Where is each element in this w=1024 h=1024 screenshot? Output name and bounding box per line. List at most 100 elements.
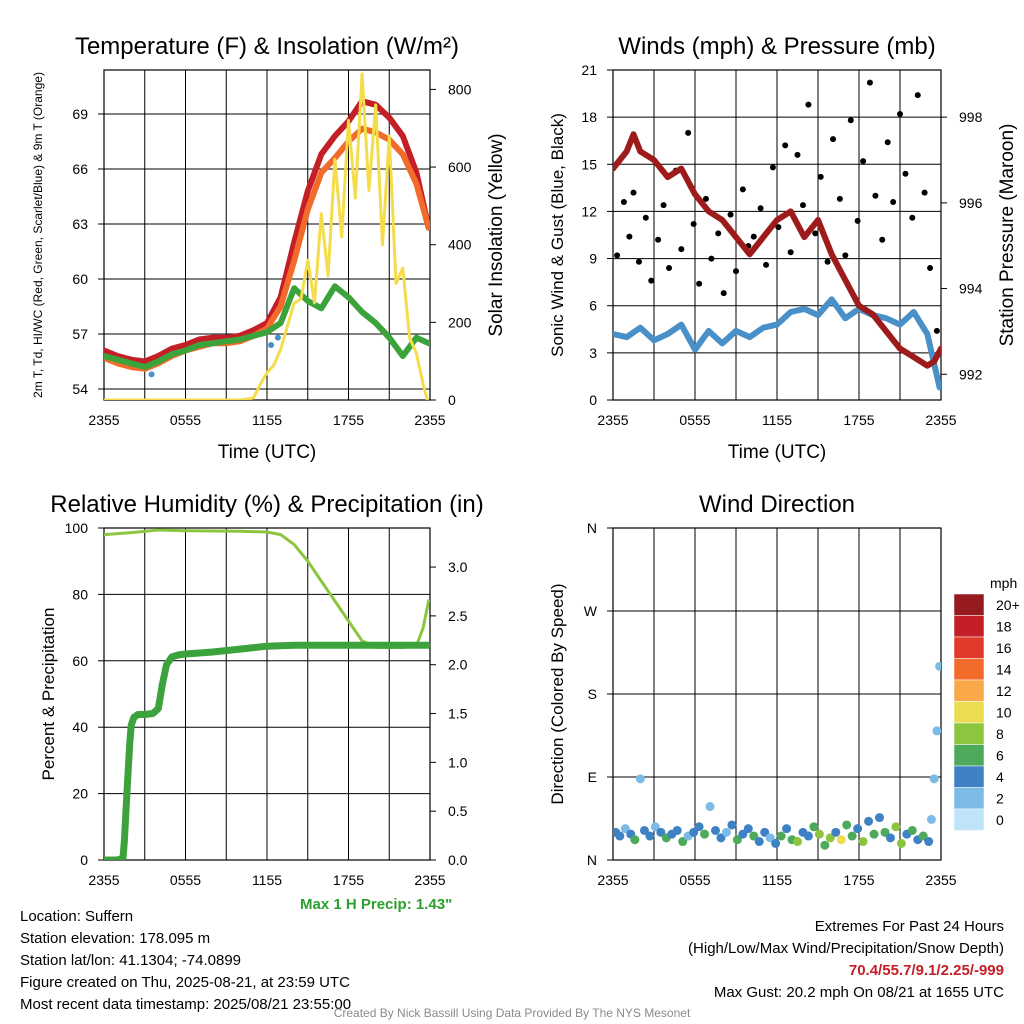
x-tick-label: 2355 (88, 412, 119, 428)
y2-tick-label: 0.5 (448, 803, 468, 819)
y-tick-label: 40 (72, 719, 88, 735)
gust-point (799, 202, 806, 209)
legend-label: 4 (996, 769, 1004, 785)
extremes-info: Extremes For Past 24 Hours (High/Low/Max… (688, 916, 1004, 1004)
hi-wc-point (274, 334, 281, 341)
y-tick-label: 0 (589, 392, 597, 408)
legend-swatch (953, 787, 985, 810)
direction-point (831, 827, 841, 837)
gust-point (921, 189, 928, 196)
station-latlon: Station lat/lon: 41.1304; -74.0899 (20, 952, 242, 969)
x-tick-label: 0555 (170, 412, 201, 428)
y2-axis-label: Station Pressure (Maroon) (997, 124, 1018, 347)
x-tick-label: 0555 (170, 872, 201, 888)
gust-point (890, 199, 897, 205)
gust-point (727, 211, 734, 218)
gust-point (696, 280, 703, 287)
gust-point (824, 258, 831, 265)
gust-point (678, 246, 685, 253)
direction-point (694, 822, 704, 832)
direction-point (650, 822, 660, 832)
legend-swatch (953, 808, 985, 831)
direction-point (749, 831, 759, 841)
winds-pressure-panel: 2355 0555 1155 1755 235503691215182199299499… (548, 33, 1018, 463)
direction-point (615, 831, 625, 841)
direction-point (645, 831, 655, 841)
gust-point (909, 214, 916, 221)
figure-created: Figure created on Thu, 2025-08-21, at 23… (20, 974, 350, 991)
chart-title: Temperature (F) & Insolation (W/m²) (75, 33, 459, 60)
direction-point (771, 838, 781, 848)
extremes-heading: Extremes For Past 24 Hours (814, 918, 1004, 935)
direction-point (689, 827, 699, 837)
legend-swatch (953, 636, 985, 659)
legend-label: 10 (996, 704, 1012, 720)
extremes-subheading: (High/Low/Max Wind/Precipitation/Snow De… (688, 940, 1004, 957)
y-axis-label: Sonic Wind & Gust (Blue, Black) (548, 113, 567, 357)
gust-point (782, 142, 789, 149)
gust-point (897, 111, 903, 117)
gust-point (763, 261, 770, 268)
legend-swatch (953, 679, 985, 702)
direction-point (721, 827, 731, 837)
chart-title: Wind Direction (699, 491, 855, 518)
y-tick-label: 9 (589, 251, 597, 267)
legend-label: 18 (996, 618, 1012, 634)
gust-point (666, 265, 673, 271)
x-tick-label: 2355 (597, 872, 628, 888)
y-tick-label: 6 (589, 298, 597, 314)
y-axis-label: Percent & Precipitation (39, 608, 58, 781)
y-tick-label: 57 (72, 326, 88, 342)
direction-point (639, 825, 649, 835)
station-location: Location: Suffern (20, 908, 134, 925)
x-tick-label: 2355 (925, 872, 956, 888)
direction-point (825, 833, 835, 843)
y2-tick-label: 0.0 (448, 852, 468, 868)
y-tick-label: 63 (72, 216, 88, 232)
gust-point (630, 189, 637, 196)
direction-point (858, 837, 868, 847)
direction-point (732, 835, 742, 845)
legend-label: 14 (996, 661, 1012, 677)
direction-point (932, 726, 941, 736)
direction-point (820, 840, 830, 850)
gust-point (620, 199, 627, 205)
y-tick-label: 60 (72, 653, 88, 669)
td-series-line (104, 283, 430, 370)
x-axis-label: Time (UTC) (218, 442, 317, 463)
direction-point (814, 829, 824, 839)
legend-label: 16 (996, 640, 1012, 656)
series-group (613, 79, 941, 391)
legend-swatch (953, 744, 985, 767)
gust-point (933, 327, 940, 334)
direction-point (880, 827, 890, 837)
y-axis-label: 2m T, Td, HI/WC (Red, Green, Scarlet/Blu… (31, 72, 45, 398)
y2-axis-label: Solar Insolation (Yellow) (486, 133, 507, 336)
x-tick-label: 2355 (414, 872, 445, 888)
y-tick-label: 15 (581, 156, 597, 172)
direction-point (678, 837, 688, 847)
plot-frame (103, 527, 431, 861)
2m-t-series-line (104, 98, 430, 365)
y-tick-label: E (588, 769, 597, 785)
x-tick-label: 2355 (88, 872, 119, 888)
y-tick-label: 21 (581, 62, 597, 78)
direction-point (793, 837, 802, 847)
gust-point (830, 136, 837, 143)
plot-frame (103, 69, 431, 401)
legend-swatch (953, 615, 985, 638)
direction-point (885, 833, 895, 843)
y2-tick-label: 200 (448, 314, 472, 330)
y-tick-label: S (588, 686, 597, 702)
y2-tick-label: 2.5 (448, 608, 468, 624)
chart-title: Relative Humidity (%) & Precipitation (i… (50, 491, 483, 518)
humidity-precip-panel: 2355 0555 1155 1755 23550204060801000.00.51.… (39, 491, 484, 888)
x-tick-label: 1155 (252, 412, 282, 428)
gust-point (884, 139, 891, 146)
direction-point (782, 824, 792, 834)
gust-point (775, 224, 782, 231)
legend-label: 6 (996, 747, 1004, 763)
x-tick-label: 1755 (843, 412, 874, 428)
direction-point (635, 774, 645, 784)
